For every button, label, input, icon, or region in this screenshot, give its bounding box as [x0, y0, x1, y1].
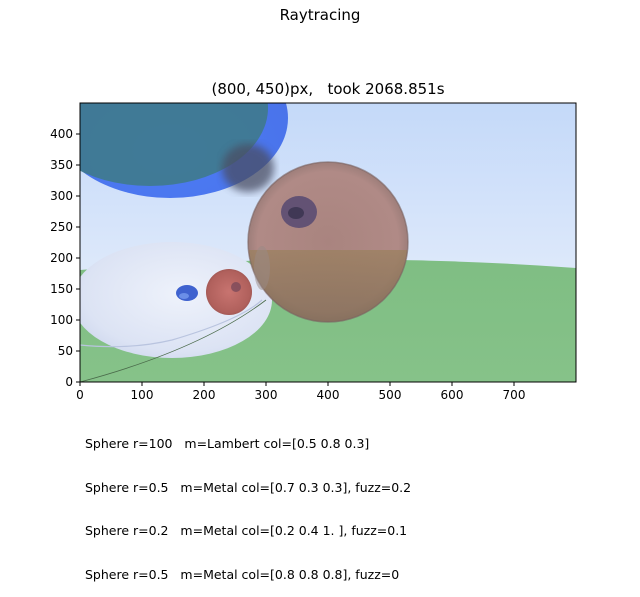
glass-reflection-blue-highlight [179, 293, 189, 299]
rendered-scene [80, 103, 576, 382]
y-tick-label: 150 [50, 282, 73, 296]
y-tick-label: 50 [58, 344, 73, 358]
y-axis: 0 50 100 150 200 250 300 350 400 [50, 127, 80, 389]
blue-sphere-ground-reflection [80, 103, 268, 186]
small-sphere-reflection [231, 282, 241, 292]
glass-shadow-line [80, 299, 267, 382]
glass-reflection-blue [176, 285, 198, 301]
x-tick-label: 600 [441, 388, 464, 402]
caption-line-ground: Sphere r=100 m=Lambert col=[0.5 0.8 0.3] [85, 436, 370, 451]
axes-title: (800, 450)px, took 2068.851s [211, 80, 445, 98]
raytraced-image-plot: 0 100 200 300 400 500 600 700 0 50 100 150 200 250 30… [50, 102, 577, 402]
caption-line-red-sphere: Sphere r=0.5 m=Metal col=[0.7 0.3 0.3], … [85, 479, 412, 495]
y-tick-label: 250 [50, 220, 73, 234]
large-sphere-glass-reflection [254, 246, 270, 290]
x-tick-label: 100 [131, 388, 154, 402]
blue-sphere-dark-reflection [222, 144, 274, 192]
x-axis: 0 100 200 300 400 500 600 700 [76, 382, 525, 402]
x-tick-label: 0 [76, 388, 84, 402]
small-red-metal-sphere [206, 269, 252, 315]
caption-line-glass-sphere: Sphere r=0.5 m=Metal col=[0.8 0.8 0.8], … [85, 566, 400, 582]
scene-description: Sphere r=100 m=Lambert col=[0.5 0.8 0.3]… [85, 408, 411, 597]
x-tick-label: 700 [503, 388, 526, 402]
y-tick-label: 300 [50, 189, 73, 203]
glass-sphere-edge [80, 299, 263, 348]
x-tick-label: 500 [379, 388, 402, 402]
y-tick-label: 200 [50, 251, 73, 265]
caption-line-blue-sphere: Sphere r=0.2 m=Metal col=[0.2 0.4 1. ], … [85, 523, 408, 538]
figure-title: Raytracing [279, 6, 361, 24]
x-tick-label: 200 [193, 388, 216, 402]
y-tick-label: 0 [65, 375, 73, 389]
large-sphere-rim [247, 161, 409, 323]
x-tick-label: 300 [255, 388, 278, 402]
x-tick-label: 400 [317, 388, 340, 402]
y-tick-label: 100 [50, 313, 73, 327]
y-tick-label: 350 [50, 158, 73, 172]
large-sphere-reflection-core [288, 207, 304, 219]
y-tick-label: 400 [50, 127, 73, 141]
